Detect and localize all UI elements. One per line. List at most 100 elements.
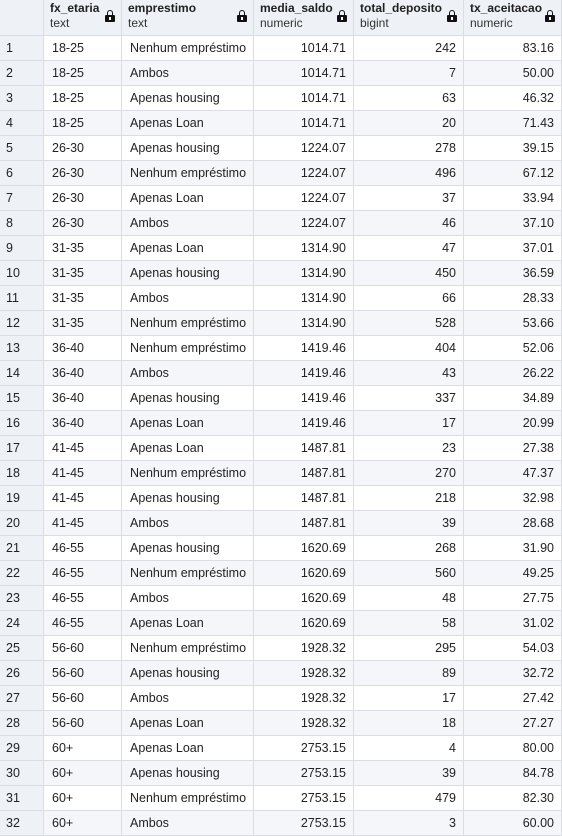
- cell-total-deposito[interactable]: 37: [354, 186, 464, 210]
- cell-tx-aceitacao[interactable]: 31.02: [464, 611, 562, 635]
- cell-total-deposito[interactable]: 48: [354, 586, 464, 610]
- row-number[interactable]: 32: [0, 811, 44, 835]
- cell-fx-etaria[interactable]: 26-30: [44, 136, 122, 160]
- cell-emprestimo[interactable]: Ambos: [122, 286, 254, 310]
- cell-media-saldo[interactable]: 1014.71: [254, 111, 354, 135]
- cell-tx-aceitacao[interactable]: 37.10: [464, 211, 562, 235]
- row-number[interactable]: 23: [0, 586, 44, 610]
- cell-total-deposito[interactable]: 66: [354, 286, 464, 310]
- table-row[interactable]: 29 60+ Apenas Loan 2753.15 4 80.00: [0, 736, 562, 761]
- cell-emprestimo[interactable]: Apenas housing: [122, 261, 254, 285]
- cell-media-saldo[interactable]: 1620.69: [254, 561, 354, 585]
- table-row[interactable]: 18 41-45 Nenhum empréstimo 1487.81 270 4…: [0, 461, 562, 486]
- cell-fx-etaria[interactable]: 56-60: [44, 636, 122, 660]
- cell-fx-etaria[interactable]: 31-35: [44, 261, 122, 285]
- cell-fx-etaria[interactable]: 56-60: [44, 661, 122, 685]
- cell-tx-aceitacao[interactable]: 27.75: [464, 586, 562, 610]
- cell-media-saldo[interactable]: 1314.90: [254, 311, 354, 335]
- row-number[interactable]: 11: [0, 286, 44, 310]
- row-number[interactable]: 12: [0, 311, 44, 335]
- cell-total-deposito[interactable]: 23: [354, 436, 464, 460]
- row-number[interactable]: 28: [0, 711, 44, 735]
- cell-total-deposito[interactable]: 17: [354, 686, 464, 710]
- row-number[interactable]: 17: [0, 436, 44, 460]
- cell-total-deposito[interactable]: 20: [354, 111, 464, 135]
- cell-emprestimo[interactable]: Apenas Loan: [122, 236, 254, 260]
- cell-emprestimo[interactable]: Apenas Loan: [122, 186, 254, 210]
- cell-emprestimo[interactable]: Apenas housing: [122, 486, 254, 510]
- cell-tx-aceitacao[interactable]: 32.98: [464, 486, 562, 510]
- cell-total-deposito[interactable]: 560: [354, 561, 464, 585]
- table-row[interactable]: 3 18-25 Apenas housing 1014.71 63 46.32: [0, 86, 562, 111]
- cell-tx-aceitacao[interactable]: 84.78: [464, 761, 562, 785]
- table-row[interactable]: 9 31-35 Apenas Loan 1314.90 47 37.01: [0, 236, 562, 261]
- cell-tx-aceitacao[interactable]: 47.37: [464, 461, 562, 485]
- cell-total-deposito[interactable]: 218: [354, 486, 464, 510]
- cell-media-saldo[interactable]: 1419.46: [254, 336, 354, 360]
- table-row[interactable]: 5 26-30 Apenas housing 1224.07 278 39.15: [0, 136, 562, 161]
- cell-media-saldo[interactable]: 2753.15: [254, 761, 354, 785]
- row-number[interactable]: 15: [0, 386, 44, 410]
- cell-fx-etaria[interactable]: 56-60: [44, 686, 122, 710]
- cell-fx-etaria[interactable]: 41-45: [44, 486, 122, 510]
- cell-tx-aceitacao[interactable]: 54.03: [464, 636, 562, 660]
- cell-emprestimo[interactable]: Nenhum empréstimo: [122, 336, 254, 360]
- cell-fx-etaria[interactable]: 31-35: [44, 311, 122, 335]
- cell-fx-etaria[interactable]: 18-25: [44, 36, 122, 60]
- cell-total-deposito[interactable]: 39: [354, 761, 464, 785]
- cell-tx-aceitacao[interactable]: 82.30: [464, 786, 562, 810]
- cell-media-saldo[interactable]: 2753.15: [254, 736, 354, 760]
- table-row[interactable]: 31 60+ Nenhum empréstimo 2753.15 479 82.…: [0, 786, 562, 811]
- cell-total-deposito[interactable]: 18: [354, 711, 464, 735]
- cell-tx-aceitacao[interactable]: 52.06: [464, 336, 562, 360]
- row-number[interactable]: 7: [0, 186, 44, 210]
- cell-total-deposito[interactable]: 496: [354, 161, 464, 185]
- cell-media-saldo[interactable]: 2753.15: [254, 786, 354, 810]
- cell-tx-aceitacao[interactable]: 20.99: [464, 411, 562, 435]
- table-row[interactable]: 27 56-60 Ambos 1928.32 17 27.42: [0, 686, 562, 711]
- cell-emprestimo[interactable]: Ambos: [122, 361, 254, 385]
- cell-media-saldo[interactable]: 1419.46: [254, 361, 354, 385]
- cell-emprestimo[interactable]: Ambos: [122, 211, 254, 235]
- cell-total-deposito[interactable]: 63: [354, 86, 464, 110]
- row-number[interactable]: 3: [0, 86, 44, 110]
- cell-emprestimo[interactable]: Nenhum empréstimo: [122, 786, 254, 810]
- cell-tx-aceitacao[interactable]: 46.32: [464, 86, 562, 110]
- cell-total-deposito[interactable]: 270: [354, 461, 464, 485]
- cell-emprestimo[interactable]: Apenas housing: [122, 536, 254, 560]
- row-number[interactable]: 24: [0, 611, 44, 635]
- row-number[interactable]: 10: [0, 261, 44, 285]
- cell-emprestimo[interactable]: Ambos: [122, 686, 254, 710]
- cell-tx-aceitacao[interactable]: 36.59: [464, 261, 562, 285]
- cell-emprestimo[interactable]: Apenas Loan: [122, 736, 254, 760]
- table-row[interactable]: 14 36-40 Ambos 1419.46 43 26.22: [0, 361, 562, 386]
- cell-emprestimo[interactable]: Apenas housing: [122, 761, 254, 785]
- cell-emprestimo[interactable]: Nenhum empréstimo: [122, 636, 254, 660]
- cell-tx-aceitacao[interactable]: 34.89: [464, 386, 562, 410]
- cell-media-saldo[interactable]: 1620.69: [254, 611, 354, 635]
- cell-media-saldo[interactable]: 1487.81: [254, 436, 354, 460]
- cell-emprestimo[interactable]: Nenhum empréstimo: [122, 461, 254, 485]
- table-row[interactable]: 11 31-35 Ambos 1314.90 66 28.33: [0, 286, 562, 311]
- cell-total-deposito[interactable]: 295: [354, 636, 464, 660]
- cell-tx-aceitacao[interactable]: 83.16: [464, 36, 562, 60]
- table-row[interactable]: 7 26-30 Apenas Loan 1224.07 37 33.94: [0, 186, 562, 211]
- column-header-total-deposito[interactable]: total_deposito bigint: [354, 0, 464, 35]
- cell-fx-etaria[interactable]: 18-25: [44, 111, 122, 135]
- cell-media-saldo[interactable]: 1620.69: [254, 586, 354, 610]
- table-row[interactable]: 21 46-55 Apenas housing 1620.69 268 31.9…: [0, 536, 562, 561]
- table-row[interactable]: 25 56-60 Nenhum empréstimo 1928.32 295 5…: [0, 636, 562, 661]
- cell-tx-aceitacao[interactable]: 80.00: [464, 736, 562, 760]
- cell-fx-etaria[interactable]: 36-40: [44, 361, 122, 385]
- cell-emprestimo[interactable]: Nenhum empréstimo: [122, 311, 254, 335]
- cell-emprestimo[interactable]: Ambos: [122, 61, 254, 85]
- cell-emprestimo[interactable]: Apenas Loan: [122, 111, 254, 135]
- column-header-emprestimo[interactable]: emprestimo text: [122, 0, 254, 35]
- cell-fx-etaria[interactable]: 41-45: [44, 511, 122, 535]
- cell-fx-etaria[interactable]: 46-55: [44, 536, 122, 560]
- cell-emprestimo[interactable]: Ambos: [122, 586, 254, 610]
- column-header-fx-etaria[interactable]: fx_etaria text: [44, 0, 122, 35]
- cell-media-saldo[interactable]: 1419.46: [254, 386, 354, 410]
- row-number[interactable]: 5: [0, 136, 44, 160]
- cell-fx-etaria[interactable]: 31-35: [44, 286, 122, 310]
